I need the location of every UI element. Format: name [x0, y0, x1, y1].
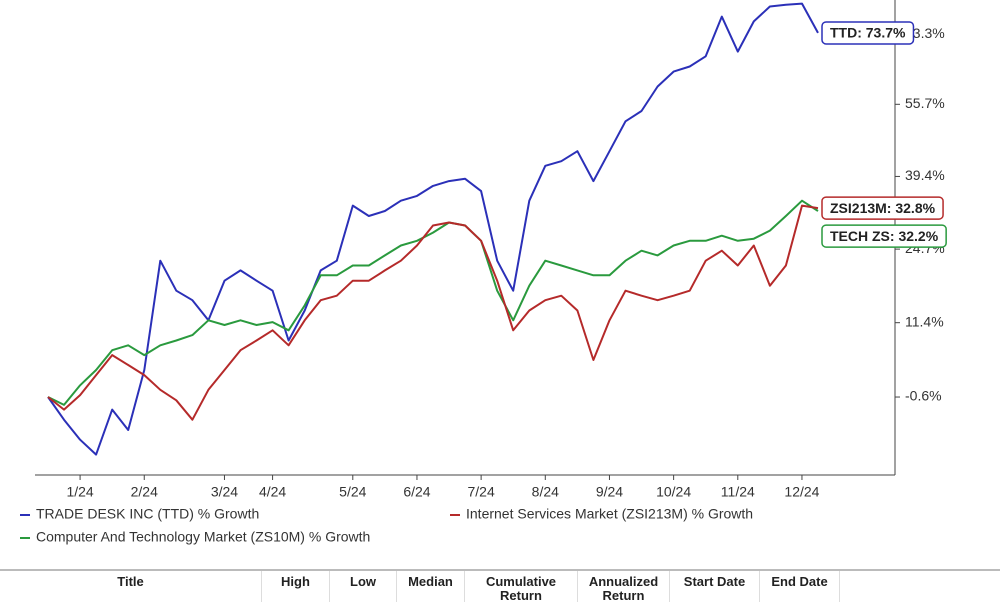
column-header: Annualized Return — [578, 571, 670, 603]
x-tick-label: 8/24 — [532, 484, 559, 500]
x-tick-label: 7/24 — [468, 484, 495, 500]
x-tick-label: 4/24 — [259, 484, 286, 500]
end-label: TECH ZS: 32.2% — [821, 224, 947, 248]
end-label-box — [821, 196, 944, 220]
end-label-box — [821, 21, 915, 45]
column-header: Start Date — [670, 571, 760, 602]
series-line — [47, 204, 819, 421]
legend-label: Internet Services Market (ZSI213M) % Gro… — [466, 506, 753, 522]
end-label-text: ZSI213M: 32.8% — [830, 200, 936, 216]
x-tick-label: 5/24 — [339, 484, 366, 500]
y-tick-label: 39.4% — [905, 167, 945, 183]
x-tick-label: 2/24 — [131, 484, 158, 500]
legend-label: Computer And Technology Market (ZS10M) %… — [36, 529, 370, 545]
table-header: Title High Low Median Cumulative Return Annua… — [0, 569, 1000, 603]
series-line — [47, 199, 819, 406]
y-tick-label: 55.7% — [905, 95, 945, 111]
column-header: End Date — [760, 571, 840, 602]
x-tick-label: 3/24 — [211, 484, 238, 500]
end-label: ZSI213M: 32.8% — [821, 196, 944, 220]
x-tick-label: 10/24 — [656, 484, 691, 500]
x-tick-label: 9/24 — [596, 484, 623, 500]
x-tick-label: 12/24 — [784, 484, 819, 500]
x-tick-label: 11/24 — [721, 484, 755, 500]
column-header: Cumulative Return — [465, 571, 578, 603]
column-header: Title — [0, 571, 262, 602]
series-line — [47, 2, 819, 456]
column-header: Median — [397, 571, 465, 602]
end-label-text: TTD: 73.7% — [830, 25, 906, 41]
legend: TRADE DESK INC (TTD) % Growth Internet S… — [20, 506, 753, 545]
column-header: Low — [330, 571, 397, 602]
x-tick-label: 1/24 — [66, 484, 93, 500]
y-tick-label: 11.4% — [905, 313, 944, 329]
legend-label: TRADE DESK INC (TTD) % Growth — [36, 506, 259, 522]
end-label-box — [821, 224, 947, 248]
end-label: TTD: 73.7% — [821, 21, 915, 45]
column-header: High — [262, 571, 330, 602]
y-tick-label: 73.3% — [905, 25, 945, 41]
chart: TRADE DESK INC (TTD) % Growth Internet S… — [20, 0, 947, 545]
y-tick-label: -0.6% — [905, 388, 942, 404]
x-tick-label: 6/24 — [403, 484, 430, 500]
end-label-text: TECH ZS: 32.2% — [830, 228, 939, 244]
